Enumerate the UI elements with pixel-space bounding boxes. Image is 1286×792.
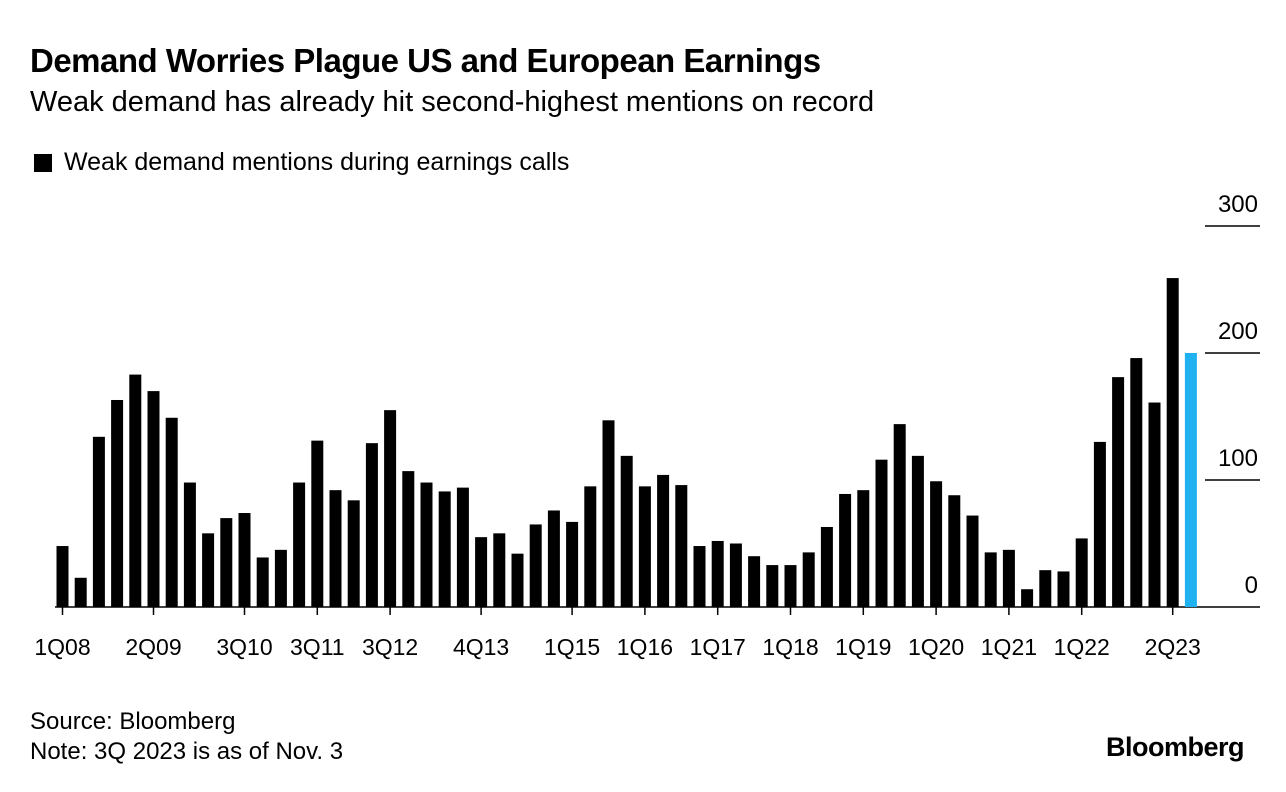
x-tick-label: 1Q17 <box>690 634 746 660</box>
bar <box>529 524 542 607</box>
bar <box>111 399 124 607</box>
bar <box>784 565 797 607</box>
bar <box>402 471 415 607</box>
y-tick-label: 200 <box>1218 318 1258 345</box>
bloomberg-logo: Bloomberg <box>1106 732 1245 762</box>
bars <box>56 278 1197 607</box>
bar <box>1075 538 1088 607</box>
bar <box>802 552 815 607</box>
x-tick-label: 3Q10 <box>216 634 272 660</box>
bar <box>420 482 433 607</box>
y-axis-labels: 300 200 100 0 <box>1218 191 1258 599</box>
bar <box>256 557 269 607</box>
bar <box>675 485 688 607</box>
note-text: Note: 3Q 2023 is as of Nov. 3 <box>30 738 344 765</box>
chart-title: Demand Worries Plague US and European Ea… <box>30 42 821 79</box>
x-tick-label: 1Q19 <box>835 634 891 660</box>
bar <box>893 424 906 607</box>
bar <box>92 436 105 607</box>
bar-highlight <box>1184 353 1197 607</box>
x-tick-label: 1Q16 <box>617 634 673 660</box>
bar <box>547 510 560 607</box>
x-tick-label: 3Q12 <box>362 634 418 660</box>
x-tick-label: 1Q15 <box>544 634 600 660</box>
chart-subtitle: Weak demand has already hit second-highe… <box>30 86 875 118</box>
bar <box>1002 549 1015 607</box>
bar <box>930 481 943 607</box>
x-tick-label: 2Q23 <box>1145 634 1201 660</box>
x-axis-ticks: 1Q08 2Q09 3Q10 3Q11 3Q12 4Q13 1Q15 1Q16 1Q17 1Q18… <box>34 607 1201 660</box>
x-tick-label: 1Q20 <box>908 634 964 660</box>
x-tick-label: 1Q22 <box>1054 634 1110 660</box>
bar <box>584 486 597 607</box>
bar <box>911 455 924 607</box>
y-tick-label: 0 <box>1245 572 1258 599</box>
bar <box>347 500 360 607</box>
x-tick-label: 1Q21 <box>981 634 1037 660</box>
bar <box>74 577 87 607</box>
bar <box>165 417 178 607</box>
bar <box>966 515 979 607</box>
legend: Weak demand mentions during earnings cal… <box>34 148 569 177</box>
bar <box>475 537 488 607</box>
source-text: Source: Bloomberg <box>30 708 236 735</box>
bar <box>1130 358 1143 607</box>
bar <box>147 391 160 607</box>
x-tick-label: 3Q11 <box>290 634 345 660</box>
bar <box>365 443 378 607</box>
bar <box>384 410 397 607</box>
bar <box>1057 571 1070 607</box>
bar <box>56 546 69 607</box>
bar <box>1093 441 1106 607</box>
bar <box>129 374 142 607</box>
x-tick-label: 4Q13 <box>453 634 509 660</box>
bar <box>766 565 779 607</box>
bar <box>329 490 342 607</box>
x-tick-label: 2Q09 <box>125 634 181 660</box>
bar <box>1021 589 1034 607</box>
bar <box>456 487 469 607</box>
bar <box>511 553 524 607</box>
bar <box>183 482 196 607</box>
bar <box>202 533 215 607</box>
bar <box>620 455 633 607</box>
bar <box>566 521 579 607</box>
bar <box>1148 402 1161 607</box>
bar <box>493 533 506 607</box>
bar <box>638 486 651 607</box>
bar <box>1039 570 1052 607</box>
bar <box>1112 377 1125 607</box>
bar <box>238 513 251 607</box>
legend-swatch <box>34 153 52 172</box>
bar <box>948 495 961 607</box>
x-tick-label: 1Q18 <box>762 634 818 660</box>
x-tick-label: 1Q08 <box>34 634 90 660</box>
bar <box>693 546 706 607</box>
bar <box>857 490 870 607</box>
y-tick-label: 300 <box>1218 191 1258 218</box>
bar <box>711 540 724 607</box>
bar <box>748 556 761 607</box>
bar <box>311 440 324 607</box>
y-tick-label: 100 <box>1218 445 1258 472</box>
bar <box>274 549 287 607</box>
bar <box>438 491 451 607</box>
bar <box>839 493 852 607</box>
legend-label: Weak demand mentions during earnings cal… <box>64 148 570 176</box>
bar <box>220 518 233 607</box>
bar <box>657 474 670 607</box>
bar <box>293 482 306 607</box>
bar <box>820 526 833 607</box>
bar <box>729 543 742 607</box>
bar <box>602 420 615 607</box>
bar <box>875 459 888 607</box>
bar <box>984 552 997 607</box>
bar <box>1166 278 1179 607</box>
